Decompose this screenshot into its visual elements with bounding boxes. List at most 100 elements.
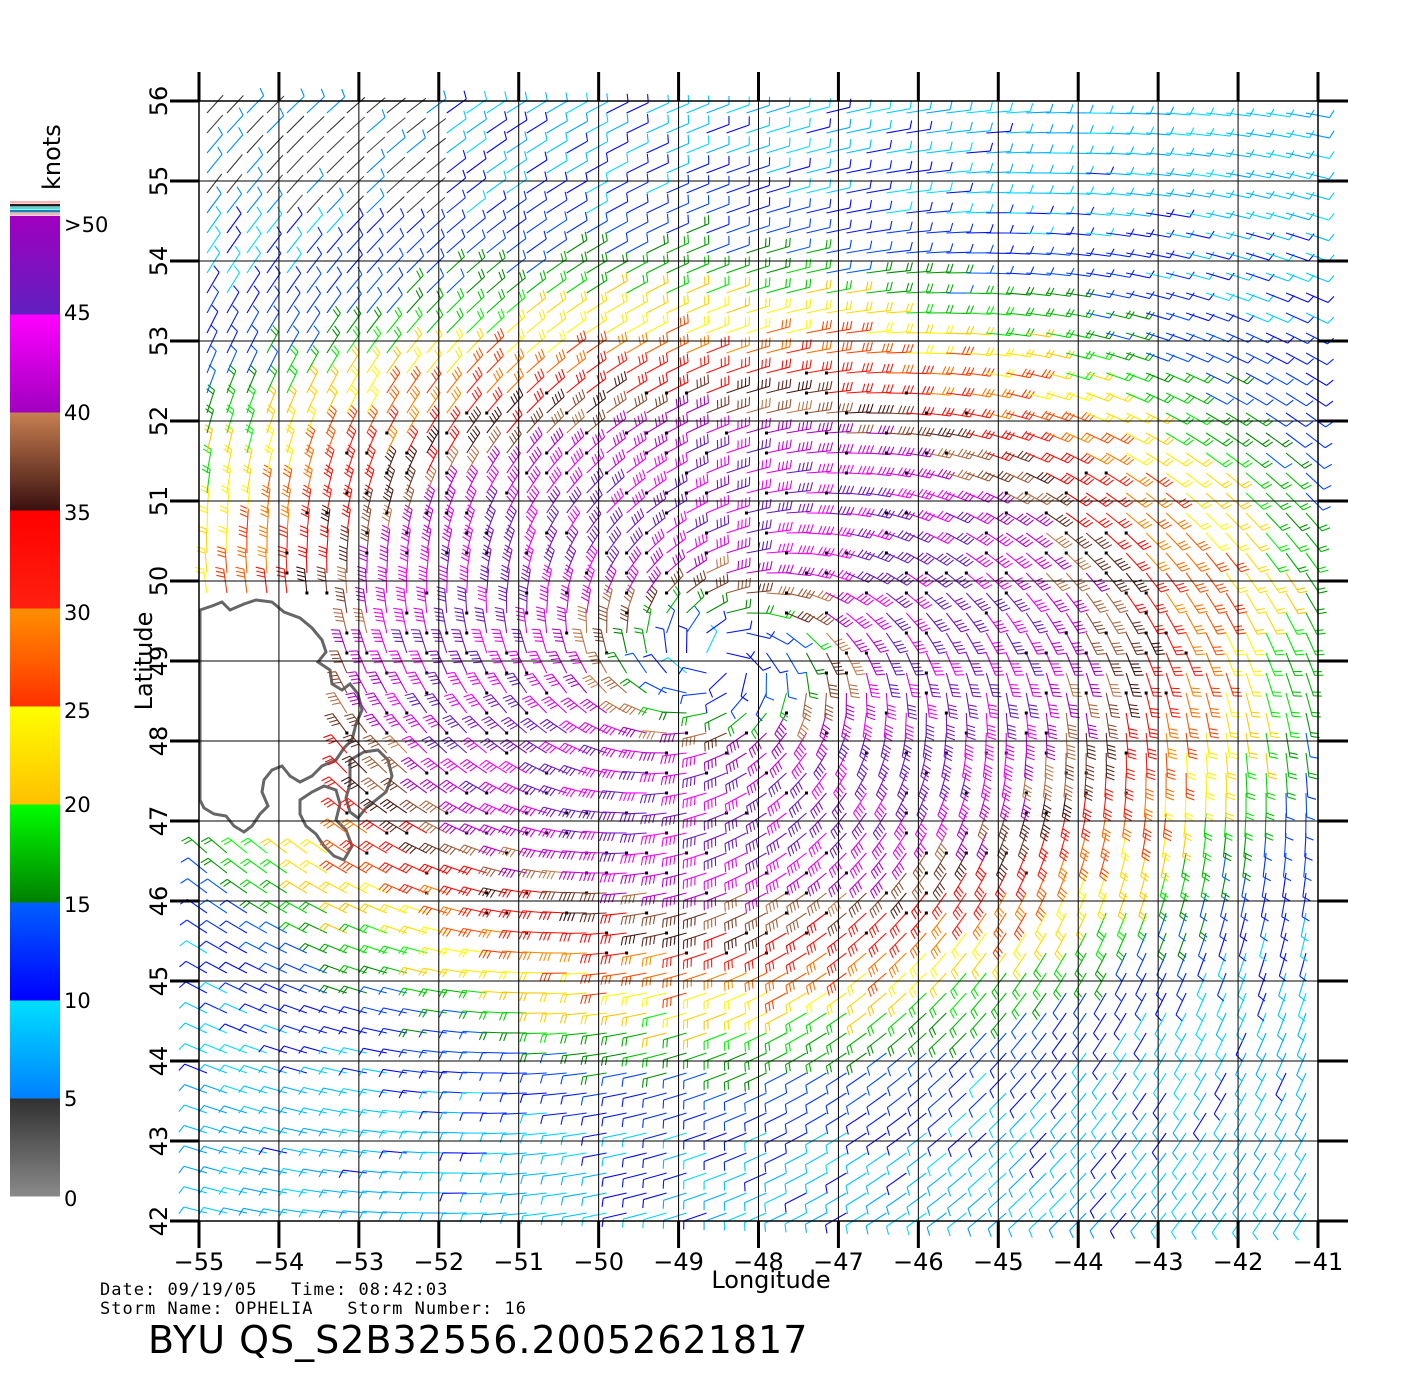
wind-barb bbox=[949, 1053, 966, 1078]
wind-barb bbox=[727, 196, 750, 213]
wind-barb bbox=[663, 1073, 687, 1088]
legend-band bbox=[10, 804, 60, 903]
wind-barb bbox=[765, 973, 786, 993]
wind-barb bbox=[592, 629, 608, 655]
wind-barb bbox=[567, 153, 588, 173]
wind-barb bbox=[587, 449, 604, 473]
wind-barb bbox=[500, 1153, 526, 1163]
wind-barb bbox=[745, 893, 766, 913]
wind-barb bbox=[427, 229, 445, 253]
wind-barb bbox=[707, 256, 729, 273]
wind-barb bbox=[520, 1033, 547, 1042]
legend-band bbox=[10, 608, 60, 707]
wind-barb bbox=[1253, 1213, 1266, 1240]
wind-barb bbox=[1226, 593, 1247, 613]
wind-barb bbox=[785, 589, 815, 599]
wind-barb bbox=[745, 1073, 767, 1092]
wind-barb bbox=[966, 163, 992, 173]
wind-barb bbox=[1026, 613, 1048, 633]
wind-barb bbox=[707, 276, 729, 293]
wind-barb bbox=[1146, 573, 1169, 592]
wind-barb bbox=[869, 933, 886, 957]
wind-barb bbox=[1166, 593, 1188, 613]
wind-barb bbox=[627, 431, 647, 453]
wind-barb bbox=[507, 250, 526, 273]
wind-barb bbox=[886, 613, 910, 630]
wind-barb bbox=[887, 1153, 906, 1175]
wind-barb bbox=[1086, 753, 1094, 780]
wind-barb bbox=[1186, 673, 1202, 696]
wind-barb bbox=[565, 506, 580, 535]
wind-barb bbox=[1125, 773, 1133, 800]
wind-barb bbox=[379, 925, 407, 933]
wind-barb bbox=[560, 953, 587, 962]
wind-barb bbox=[387, 157, 405, 173]
wind-barb bbox=[180, 961, 207, 973]
wind-barb bbox=[1118, 893, 1126, 921]
wind-barb bbox=[1306, 353, 1333, 365]
wind-barb bbox=[179, 1002, 207, 1013]
y-axis-label: Latitude bbox=[130, 612, 158, 711]
wind-barb bbox=[1120, 853, 1128, 881]
wind-barb bbox=[687, 295, 709, 313]
wind-barb bbox=[667, 294, 689, 313]
wind-barb bbox=[1226, 633, 1245, 655]
wind-barb bbox=[181, 879, 207, 893]
wind-barb bbox=[627, 233, 648, 253]
wind-barb bbox=[765, 1193, 787, 1212]
wind-barb bbox=[765, 1033, 786, 1053]
wind-barb bbox=[385, 693, 408, 714]
wind-barb bbox=[447, 150, 466, 173]
wind-barb bbox=[986, 164, 1013, 173]
wind-barb bbox=[367, 188, 384, 213]
wind-barb bbox=[1306, 453, 1332, 469]
legend-band bbox=[10, 216, 60, 315]
wind-barb bbox=[647, 294, 668, 313]
wind-barb bbox=[704, 1033, 726, 1050]
latitude-tick-label: 52 bbox=[145, 406, 173, 437]
wind-barb bbox=[727, 578, 751, 593]
wind-barb bbox=[1131, 1213, 1146, 1239]
wind-barb bbox=[547, 132, 568, 153]
wind-barb bbox=[707, 455, 729, 473]
wind-barb bbox=[1166, 653, 1183, 675]
wind-barb bbox=[667, 215, 689, 233]
wind-barb bbox=[909, 1013, 927, 1037]
wind-barb bbox=[687, 95, 709, 113]
wind-barb bbox=[846, 425, 873, 433]
wind-barb bbox=[826, 1053, 846, 1074]
wind-barb bbox=[765, 1073, 786, 1092]
wind-barb bbox=[587, 133, 608, 153]
time-label: Time: bbox=[291, 1280, 347, 1300]
wind-barb bbox=[580, 872, 608, 882]
wind-barb bbox=[1145, 612, 1167, 634]
wind-barb bbox=[607, 253, 628, 273]
wind-barb bbox=[704, 853, 726, 870]
wind-barb bbox=[180, 920, 207, 933]
legend-cap-stripe bbox=[10, 210, 60, 213]
wind-barb bbox=[745, 1133, 767, 1151]
wind-barb bbox=[1086, 673, 1102, 696]
wind-barb bbox=[422, 737, 447, 753]
wind-barb bbox=[267, 108, 284, 133]
wind-barb bbox=[387, 98, 406, 113]
wind-barb bbox=[727, 156, 750, 173]
wind-barb bbox=[846, 1173, 866, 1194]
longitude-tick-label: −50 bbox=[573, 1248, 624, 1276]
wind-barb bbox=[179, 1023, 207, 1033]
wind-barb bbox=[282, 485, 291, 513]
wind-barb bbox=[786, 953, 806, 974]
wind-barb bbox=[547, 389, 565, 413]
wind-barb bbox=[1026, 104, 1053, 113]
latitude-tick-label: 53 bbox=[145, 326, 173, 357]
wind-barb bbox=[287, 175, 303, 193]
wind-barb bbox=[847, 1033, 866, 1055]
wind-barb bbox=[1266, 473, 1292, 489]
wind-barb bbox=[724, 993, 746, 1011]
wind-barb bbox=[667, 254, 689, 273]
wind-barb bbox=[627, 94, 649, 113]
wind-barb bbox=[846, 507, 874, 516]
wind-barb bbox=[826, 1073, 846, 1094]
wind-barb bbox=[1026, 573, 1051, 590]
wind-barb bbox=[1266, 633, 1284, 655]
